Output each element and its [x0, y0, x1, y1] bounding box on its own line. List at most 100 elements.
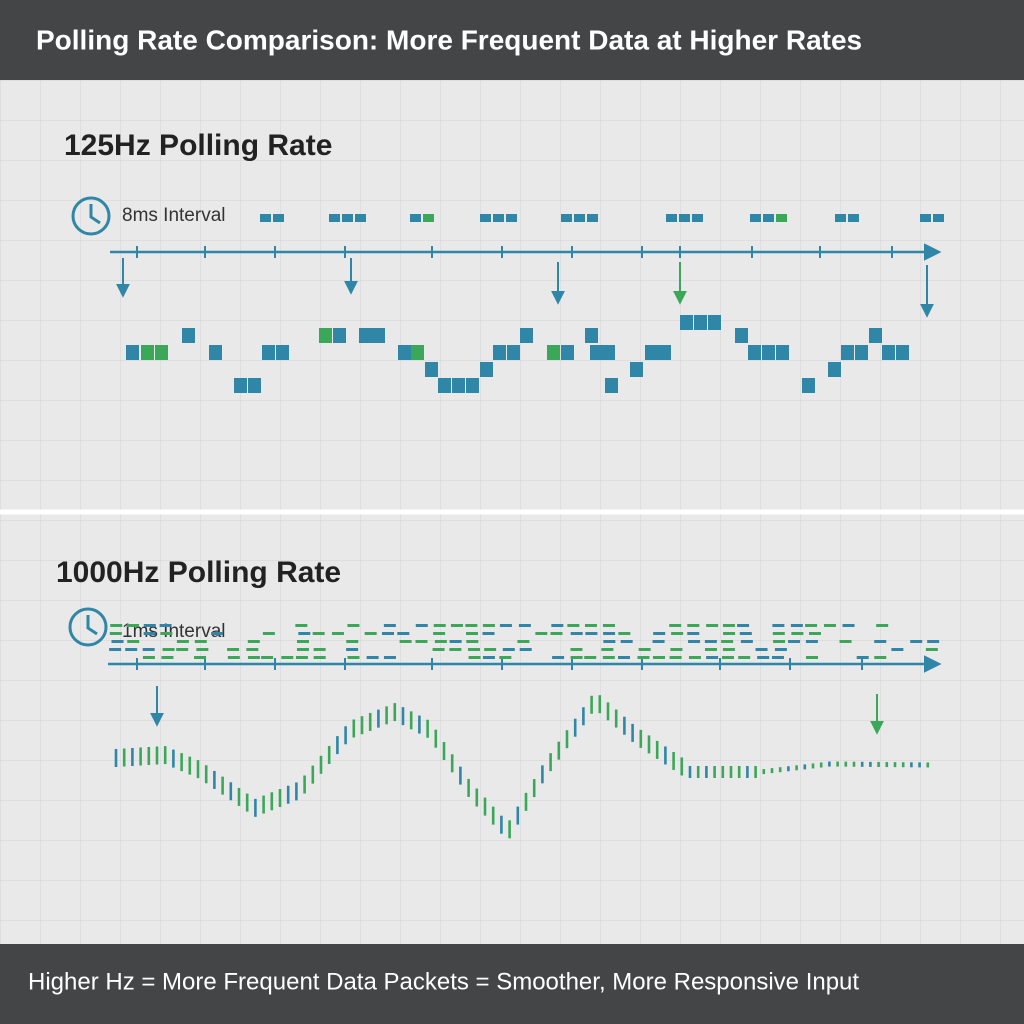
packet-dash [618, 656, 631, 659]
packet-dash [499, 656, 512, 659]
packet-dash [366, 656, 379, 659]
sample-square [372, 328, 385, 343]
packet [410, 214, 421, 222]
packet-dash [331, 632, 344, 635]
packet-dash [687, 632, 700, 635]
sample-square [466, 378, 479, 393]
packet-dash [687, 624, 700, 627]
packet [493, 214, 504, 222]
sample-square [694, 315, 707, 330]
sample-square [547, 345, 560, 360]
panel-title: 1000Hz Polling Rate [56, 556, 341, 589]
packet-dash [603, 632, 616, 635]
packet-dash [874, 656, 887, 659]
packet [574, 214, 585, 222]
packet-dash [551, 624, 564, 627]
sample-square [333, 328, 346, 343]
packet [273, 214, 284, 222]
packet-dash [570, 656, 583, 659]
sample-square [735, 328, 748, 343]
packet-dash [706, 656, 719, 659]
packet-dash [262, 632, 275, 635]
packet-dash [771, 656, 784, 659]
packet-dash [109, 632, 122, 635]
sample-square [748, 345, 761, 360]
packet-dash [891, 648, 904, 651]
packet-dash [194, 656, 207, 659]
packet-dash [109, 648, 122, 651]
packet-dash [603, 640, 616, 643]
packet-dash [584, 656, 597, 659]
packet-dash [570, 632, 583, 635]
packet-dash [620, 640, 633, 643]
packet-dash [466, 632, 479, 635]
packet-dash [842, 624, 855, 627]
packet-dash [482, 624, 495, 627]
packet-dash [196, 648, 209, 651]
packet-dash [772, 624, 785, 627]
packet-dash [126, 624, 139, 627]
packet-dash [788, 640, 801, 643]
footer-bar [0, 944, 1024, 1024]
packet-dash [805, 640, 818, 643]
packet [933, 214, 944, 222]
packet-dash [143, 624, 156, 627]
sample-square [561, 345, 574, 360]
sample-square [896, 345, 909, 360]
packet-dash [432, 648, 445, 651]
packet-dash [876, 624, 889, 627]
packet-dash [688, 656, 701, 659]
sample-square [602, 345, 615, 360]
packet-dash [856, 656, 869, 659]
panel-title: 125Hz Polling Rate [64, 129, 332, 162]
packet [355, 214, 366, 222]
packet-dash [449, 640, 462, 643]
sample-square [248, 378, 261, 393]
sample-square [802, 378, 815, 393]
packet-dash [415, 640, 428, 643]
packet-dash [143, 632, 156, 635]
packet-dash [671, 632, 684, 635]
packet-dash [722, 648, 735, 651]
sample-square [708, 315, 721, 330]
sample-square [155, 345, 168, 360]
packet-dash [434, 640, 447, 643]
sample-square [209, 345, 222, 360]
packet-dash [111, 640, 124, 643]
packet-dash [772, 632, 785, 635]
sample-square [126, 345, 139, 360]
packet-dash [468, 656, 481, 659]
packet-dash [261, 656, 274, 659]
packet [480, 214, 491, 222]
packet-dash [433, 632, 446, 635]
packet-dash [159, 624, 172, 627]
packet-dash [602, 624, 615, 627]
packet-dash [823, 624, 836, 627]
packet-dash [669, 624, 682, 627]
packet-dash [247, 656, 260, 659]
packet-dash [433, 624, 446, 627]
packet-dash [910, 640, 923, 643]
packet-dash [499, 624, 512, 627]
packet-dash [517, 640, 530, 643]
clock-icon [68, 607, 108, 647]
packet-dash [296, 648, 309, 651]
sample-square [855, 345, 868, 360]
packet-dash [704, 640, 717, 643]
packet-dash [791, 632, 804, 635]
packet-dash [125, 648, 138, 651]
packet-dash [584, 624, 597, 627]
packet [776, 214, 787, 222]
packet-dash [688, 640, 701, 643]
packet-dash [247, 640, 260, 643]
packet-dash [502, 648, 515, 651]
packet-dash [313, 648, 326, 651]
sample-square [776, 345, 789, 360]
sample-square [438, 378, 451, 393]
sample-square [234, 378, 247, 393]
packet-dash [381, 632, 394, 635]
sample-square [359, 328, 372, 343]
packet-dash [295, 656, 308, 659]
packet-dash [298, 632, 311, 635]
